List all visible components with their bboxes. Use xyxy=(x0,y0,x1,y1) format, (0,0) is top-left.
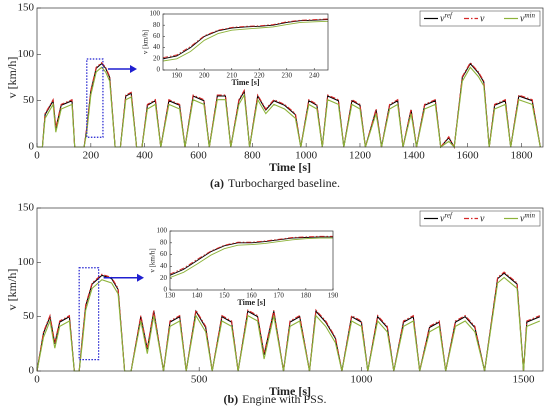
y-tick-label: 20 xyxy=(160,274,168,282)
legend-sup: min xyxy=(524,211,535,219)
x-axis-label: Time [s] xyxy=(269,160,311,174)
legend-name: v xyxy=(480,214,485,225)
series-line xyxy=(169,237,333,279)
caption: (a) Turbocharged baseline. xyxy=(210,176,340,190)
legend-label: v xyxy=(480,214,485,225)
caption: (b) Engine with PSS. xyxy=(223,392,326,406)
caption-text: Turbocharged baseline. xyxy=(228,176,340,190)
x-tick-label: 0 xyxy=(34,374,40,386)
y-tick-label: 50 xyxy=(23,310,35,322)
x-tick-label: 220 xyxy=(254,72,265,80)
x-tick-label: 240 xyxy=(309,72,320,80)
y-tick-label: 100 xyxy=(150,10,161,18)
legend-label: vref xyxy=(440,211,453,225)
x-tick-label: 1500 xyxy=(513,374,536,386)
x-tick-label: 170 xyxy=(273,292,284,300)
y-tick-label: 80 xyxy=(160,238,168,246)
series-line xyxy=(169,236,333,276)
y-tick-label: 100 xyxy=(18,256,35,268)
x-tick-label: 1000 xyxy=(350,374,373,386)
x-tick-label: 500 xyxy=(191,374,208,386)
x-tick-label: 200 xyxy=(83,150,100,162)
x-tick-label: 0 xyxy=(34,150,40,162)
zoom-box xyxy=(78,267,100,361)
x-tick-label: 1400 xyxy=(403,150,426,162)
legend-label: vref xyxy=(440,11,453,25)
legend-sup: min xyxy=(524,11,535,19)
y-tick-label: 60 xyxy=(153,32,161,40)
y-tick-label: 150 xyxy=(18,202,35,214)
y-axis-label: v [km/h] xyxy=(5,57,19,99)
legend-sup: ref xyxy=(444,211,453,219)
series-line xyxy=(162,19,329,60)
y-axis-label: v [km/h] xyxy=(149,248,157,272)
x-tick-label: 1200 xyxy=(349,150,372,162)
x-axis-label: Time [s] xyxy=(231,78,259,87)
series-line xyxy=(37,61,541,149)
x-tick-label: 150 xyxy=(219,292,230,300)
legend-label: vmin xyxy=(520,11,535,25)
x-tick-label: 400 xyxy=(136,150,153,162)
caption-label: (b) xyxy=(223,392,238,406)
series-line xyxy=(162,20,329,62)
plot-area xyxy=(170,231,333,290)
legend-label: v xyxy=(480,14,485,25)
zoom-arrowhead xyxy=(137,273,144,282)
x-tick-label: 600 xyxy=(190,150,207,162)
axes-frame xyxy=(36,7,544,148)
x-tick-label: 800 xyxy=(244,150,261,162)
plot-area xyxy=(163,14,328,70)
y-tick-label: 100 xyxy=(18,48,35,60)
series-line xyxy=(37,62,541,149)
legend-sup: ref xyxy=(444,11,453,19)
series-line xyxy=(169,235,333,275)
axes-frame xyxy=(162,13,329,71)
y-tick-label: 60 xyxy=(160,250,168,258)
legend-name: v xyxy=(480,14,485,25)
x-tick-label: 160 xyxy=(246,292,257,300)
x-tick-label: 1800 xyxy=(510,150,533,162)
y-tick-label: 0 xyxy=(157,66,161,74)
x-axis-label: Time [s] xyxy=(237,298,265,307)
zoom-box xyxy=(86,58,104,138)
zoom-arrowhead xyxy=(130,64,137,73)
x-tick-label: 180 xyxy=(301,292,312,300)
legend-name: v xyxy=(520,14,525,25)
legend-box xyxy=(419,210,541,227)
x-tick-label: 200 xyxy=(199,72,210,80)
legend-name: v xyxy=(520,214,525,225)
y-tick-label: 50 xyxy=(23,94,35,106)
y-tick-label: 80 xyxy=(153,21,161,29)
x-tick-label: 210 xyxy=(227,72,238,80)
x-axis-label: Time [s] xyxy=(269,384,311,398)
y-tick-label: 150 xyxy=(18,2,35,14)
x-tick-label: 130 xyxy=(165,292,176,300)
axes-frame xyxy=(169,230,334,291)
y-tick-label: 40 xyxy=(153,43,161,51)
series-line xyxy=(36,276,541,372)
y-tick-label: 40 xyxy=(160,262,168,270)
x-tick-label: 1000 xyxy=(295,150,318,162)
x-tick-label: 190 xyxy=(172,72,183,80)
caption-label: (a) xyxy=(210,176,224,190)
caption-text: Engine with PSS. xyxy=(242,392,326,406)
y-tick-label: 100 xyxy=(157,227,168,235)
series-line xyxy=(37,66,541,149)
y-tick-label: 0 xyxy=(29,141,35,153)
y-axis-label: v [km/h] xyxy=(142,30,150,54)
legend-label: vmin xyxy=(520,211,535,225)
x-tick-label: 230 xyxy=(282,72,293,80)
y-tick-label: 0 xyxy=(29,365,35,377)
y-axis-label: v [km/h] xyxy=(5,269,19,311)
legend-name: v xyxy=(440,14,445,25)
axes-frame xyxy=(36,207,544,372)
x-tick-label: 190 xyxy=(328,292,339,300)
legend-box xyxy=(419,10,541,27)
legend-name: v xyxy=(440,214,445,225)
y-tick-label: 20 xyxy=(153,54,161,62)
x-tick-label: 140 xyxy=(192,292,203,300)
x-tick-label: 1600 xyxy=(457,150,480,162)
y-tick-label: 0 xyxy=(164,286,168,294)
